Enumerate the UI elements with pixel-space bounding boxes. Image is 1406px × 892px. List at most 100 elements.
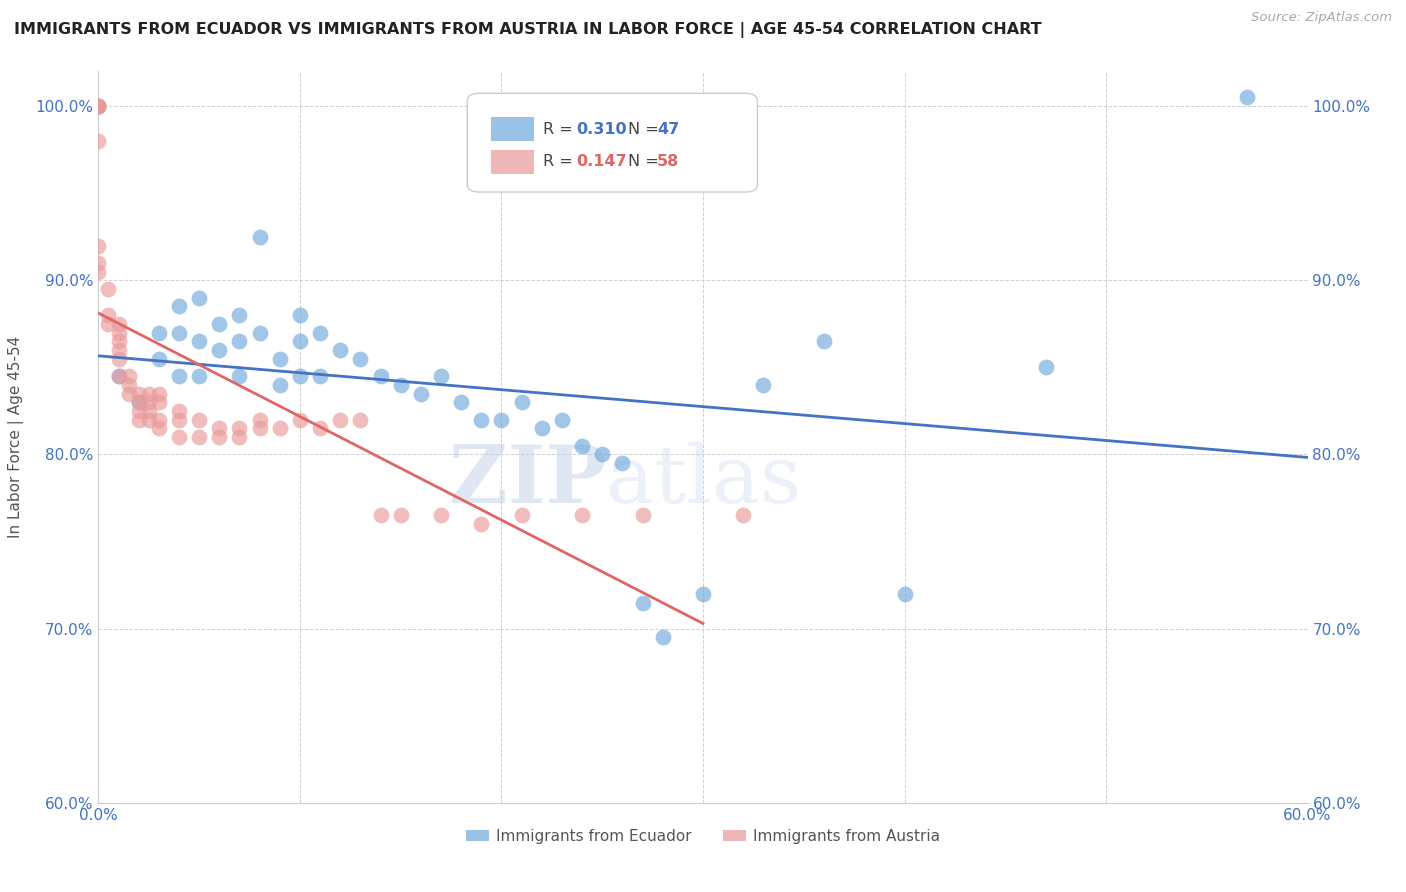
Point (167, 430, 190, 444)
Point (1236, 90, 1258, 104)
Point (571, 508, 593, 523)
Text: atlas: atlas (606, 442, 801, 520)
Point (249, 412, 271, 426)
Point (228, 308, 250, 322)
Point (510, 395, 533, 409)
Point (813, 334, 835, 349)
Point (87, 99, 110, 113)
Point (208, 343, 231, 357)
Point (309, 369, 332, 384)
Point (87, 99, 110, 113)
Point (188, 291, 211, 305)
Point (138, 404, 160, 418)
Point (188, 430, 211, 444)
Point (128, 386, 150, 401)
Point (128, 404, 150, 418)
Text: N =: N = (628, 121, 664, 136)
Point (97, 308, 120, 322)
Bar (492, 118, 534, 141)
Point (138, 395, 160, 409)
FancyBboxPatch shape (467, 94, 758, 192)
Point (430, 369, 453, 384)
Point (491, 412, 513, 426)
Point (107, 369, 129, 384)
Point (188, 334, 211, 349)
Point (107, 334, 129, 349)
Text: 0.147: 0.147 (576, 153, 627, 169)
Point (370, 508, 392, 523)
Point (249, 229, 271, 244)
Point (148, 412, 170, 426)
Point (188, 369, 211, 384)
Point (288, 308, 311, 322)
Point (128, 395, 150, 409)
Text: 0.310: 0.310 (576, 121, 627, 136)
Point (309, 326, 332, 340)
Point (530, 421, 553, 435)
Point (651, 631, 673, 645)
Point (612, 456, 634, 470)
Point (269, 377, 291, 392)
Point (138, 386, 160, 401)
Point (631, 595, 654, 609)
Point (167, 404, 190, 418)
Point (370, 369, 392, 384)
Point (1035, 360, 1057, 375)
Point (87, 99, 110, 113)
Point (87, 238, 110, 252)
Point (349, 412, 371, 426)
Point (188, 412, 211, 426)
Point (288, 412, 311, 426)
Point (208, 430, 231, 444)
Point (87, 265, 110, 279)
Point (128, 395, 150, 409)
Point (107, 351, 129, 366)
Point (228, 430, 250, 444)
Point (118, 369, 141, 384)
Text: 58: 58 (657, 153, 679, 169)
Point (118, 386, 141, 401)
Text: Source: ZipAtlas.com: Source: ZipAtlas.com (1251, 11, 1392, 24)
Point (329, 343, 352, 357)
Point (87, 99, 110, 113)
Text: IMMIGRANTS FROM ECUADOR VS IMMIGRANTS FROM AUSTRIA IN LABOR FORCE | AGE 45-54 CO: IMMIGRANTS FROM ECUADOR VS IMMIGRANTS FR… (14, 22, 1042, 38)
Point (118, 377, 141, 392)
Point (389, 508, 412, 523)
Point (87, 99, 110, 113)
Point (309, 421, 332, 435)
Point (148, 351, 170, 366)
Point (97, 282, 120, 296)
Point (551, 412, 574, 426)
Point (167, 326, 190, 340)
Point (733, 508, 755, 523)
Text: ZIP: ZIP (450, 442, 606, 520)
Point (167, 369, 190, 384)
Point (450, 395, 472, 409)
Point (208, 421, 231, 435)
Point (107, 326, 129, 340)
Point (167, 300, 190, 314)
Point (269, 421, 291, 435)
Point (269, 351, 291, 366)
Point (389, 377, 412, 392)
Y-axis label: In Labor Force | Age 45-54: In Labor Force | Age 45-54 (8, 336, 24, 538)
Bar (492, 151, 534, 174)
Point (138, 412, 160, 426)
Text: 47: 47 (657, 121, 679, 136)
Point (249, 421, 271, 435)
Text: N =: N = (628, 153, 664, 169)
Point (107, 343, 129, 357)
Text: R =: R = (543, 153, 578, 169)
Point (329, 412, 352, 426)
Legend: Immigrants from Ecuador, Immigrants from Austria: Immigrants from Ecuador, Immigrants from… (460, 822, 946, 850)
Point (409, 386, 432, 401)
Point (430, 508, 453, 523)
Point (591, 448, 613, 462)
Point (228, 334, 250, 349)
Point (631, 508, 654, 523)
Point (97, 317, 120, 331)
Point (571, 439, 593, 453)
Text: R =: R = (543, 121, 578, 136)
Point (893, 587, 915, 601)
Point (228, 369, 250, 384)
